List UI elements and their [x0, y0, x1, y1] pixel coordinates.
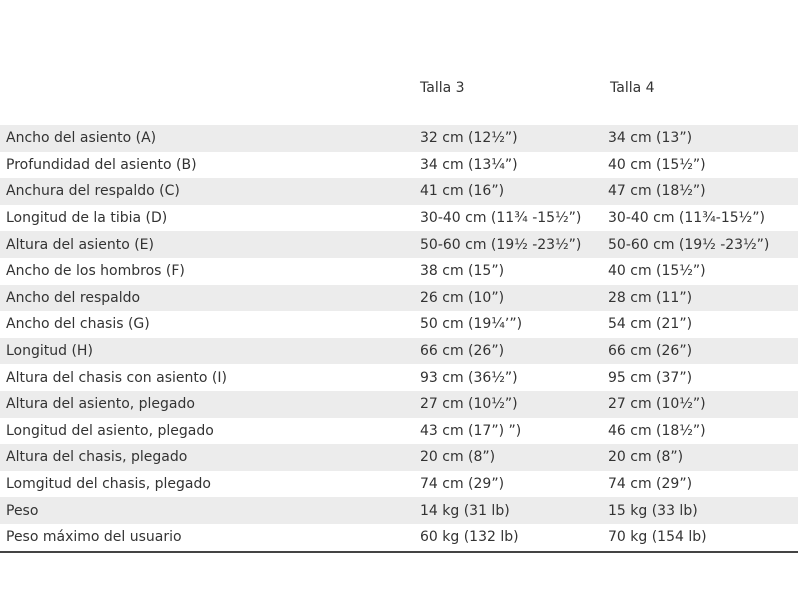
- talla-4-value: 66 cm (26”): [608, 337, 798, 365]
- row-label: Ancho del respaldo: [0, 284, 420, 312]
- table-row: Profundidad del asiento (B) 34 cm (13¼”) 4…: [0, 152, 798, 179]
- row-label: Peso máximo del usuario: [6, 529, 182, 546]
- talla-3-value: 38 cm (15”): [420, 263, 505, 280]
- table-row: Altura del chasis con asiento (I) 93 cm (…: [0, 364, 798, 391]
- table-row: Peso 14 kg (31 lb) 15 kg (33 lb): [0, 497, 798, 524]
- table-row: Ancho del chasis (G) 50 cm (19¼ʼ”) 54 cm (…: [0, 311, 798, 338]
- table-row: Peso máximo del usuario 60 kg (132 lb) 70 …: [0, 524, 798, 552]
- talla-4-value: 74 cm (29”): [608, 476, 693, 493]
- table-row: Altura del asiento (E) 50-60 cm (19½ -23½…: [0, 231, 798, 258]
- talla-3-value: 66 cm (26”): [420, 337, 608, 365]
- talla-3-value: 20 cm (8”): [420, 444, 608, 471]
- talla-4-value: 95 cm (37”): [608, 369, 693, 386]
- table-row: Longitud de la tibia (D) 30-40 cm (11¾ -1…: [0, 205, 798, 232]
- row-label: Peso: [0, 497, 420, 524]
- table-row: Ancho del respaldo 26 cm (10”) 28 cm (11”): [0, 284, 798, 312]
- row-label: Altura del asiento, plegado: [0, 390, 420, 418]
- row-label: Profundidad del asiento (B): [6, 156, 197, 173]
- talla-4-value: 27 cm (10½”): [608, 390, 798, 418]
- row-label: Altura del asiento (E): [0, 231, 420, 258]
- talla-4-value: 34 cm (13”): [608, 125, 798, 152]
- table-row: Longitud (H) 66 cm (26”) 66 cm (26”): [0, 337, 798, 365]
- row-label: Lomgitud del chasis, plegado: [6, 476, 211, 493]
- talla-3-value: 50 cm (19¼ʼ”): [420, 316, 523, 333]
- row-label: Ancho del chasis (G): [6, 316, 150, 333]
- talla-4-value: 70 kg (154 lb): [608, 529, 707, 546]
- row-label: Longitud (H): [0, 337, 420, 365]
- talla-4-value: 46 cm (18½”): [608, 422, 706, 439]
- talla-3-value: 60 kg (132 lb): [420, 529, 519, 546]
- header-talla-4: Talla 4: [610, 80, 655, 96]
- row-label: Ancho del asiento (A): [0, 125, 420, 152]
- talla-4-value: 50-60 cm (19½ -23½”): [608, 231, 798, 258]
- talla-4-value: 40 cm (15½”): [608, 263, 706, 280]
- table-row: Anchura del respaldo (C) 41 cm (16”) 47 cm…: [0, 178, 798, 205]
- talla-4-value: 15 kg (33 lb): [608, 497, 798, 524]
- row-label: Longitud del asiento, plegado: [6, 422, 214, 439]
- talla-3-value: 41 cm (16”): [420, 178, 608, 205]
- header-talla-3: Talla 3: [420, 80, 465, 96]
- talla-3-value: 74 cm (29”): [420, 476, 505, 493]
- row-label: Altura del chasis con asiento (I): [6, 369, 227, 386]
- table-row: Ancho del asiento (A) 32 cm (12½”) 34 cm (…: [0, 125, 798, 152]
- row-label: Longitud de la tibia (D): [6, 210, 168, 227]
- table-row: Altura del chasis, plegado 20 cm (8”) 20 c…: [0, 444, 798, 471]
- talla-4-value: 47 cm (18½”): [608, 178, 798, 205]
- talla-3-value: 27 cm (10½”): [420, 390, 608, 418]
- talla-3-value: 50-60 cm (19½ -23½”): [420, 231, 608, 258]
- talla-3-value: 26 cm (10”): [420, 284, 608, 312]
- table-row: Altura del asiento, plegado 27 cm (10½”) 2…: [0, 390, 798, 418]
- talla-4-value: 20 cm (8”): [608, 444, 798, 471]
- talla-3-value: 34 cm (13¼”): [420, 156, 518, 173]
- row-label: Altura del chasis, plegado: [0, 444, 420, 471]
- talla-4-value: 30-40 cm (11¾-15½”): [608, 210, 765, 227]
- talla-3-value: 32 cm (12½”): [420, 125, 608, 152]
- table-row: Lomgitud del chasis, plegado 74 cm (29”) 7…: [0, 471, 798, 498]
- row-label: Ancho de los hombros (F): [6, 263, 185, 280]
- talla-4-value: 28 cm (11”): [608, 284, 798, 312]
- row-label: Anchura del respaldo (C): [0, 178, 420, 205]
- table-row: Ancho de los hombros (F) 38 cm (15”) 40 cm…: [0, 258, 798, 285]
- talla-3-value: 43 cm (17”) ”): [420, 422, 522, 439]
- specifications-table: Ancho del asiento (A) 32 cm (12½”) 34 cm (…: [0, 125, 798, 553]
- talla-3-value: 14 kg (31 lb): [420, 497, 608, 524]
- talla-4-value: 54 cm (21”): [608, 316, 693, 333]
- talla-4-value: 40 cm (15½”): [608, 156, 706, 173]
- talla-3-value: 93 cm (36½”): [420, 369, 518, 386]
- talla-3-value: 30-40 cm (11¾ -15½”): [420, 210, 582, 227]
- table-row: Longitud del asiento, plegado 43 cm (17”)…: [0, 418, 798, 445]
